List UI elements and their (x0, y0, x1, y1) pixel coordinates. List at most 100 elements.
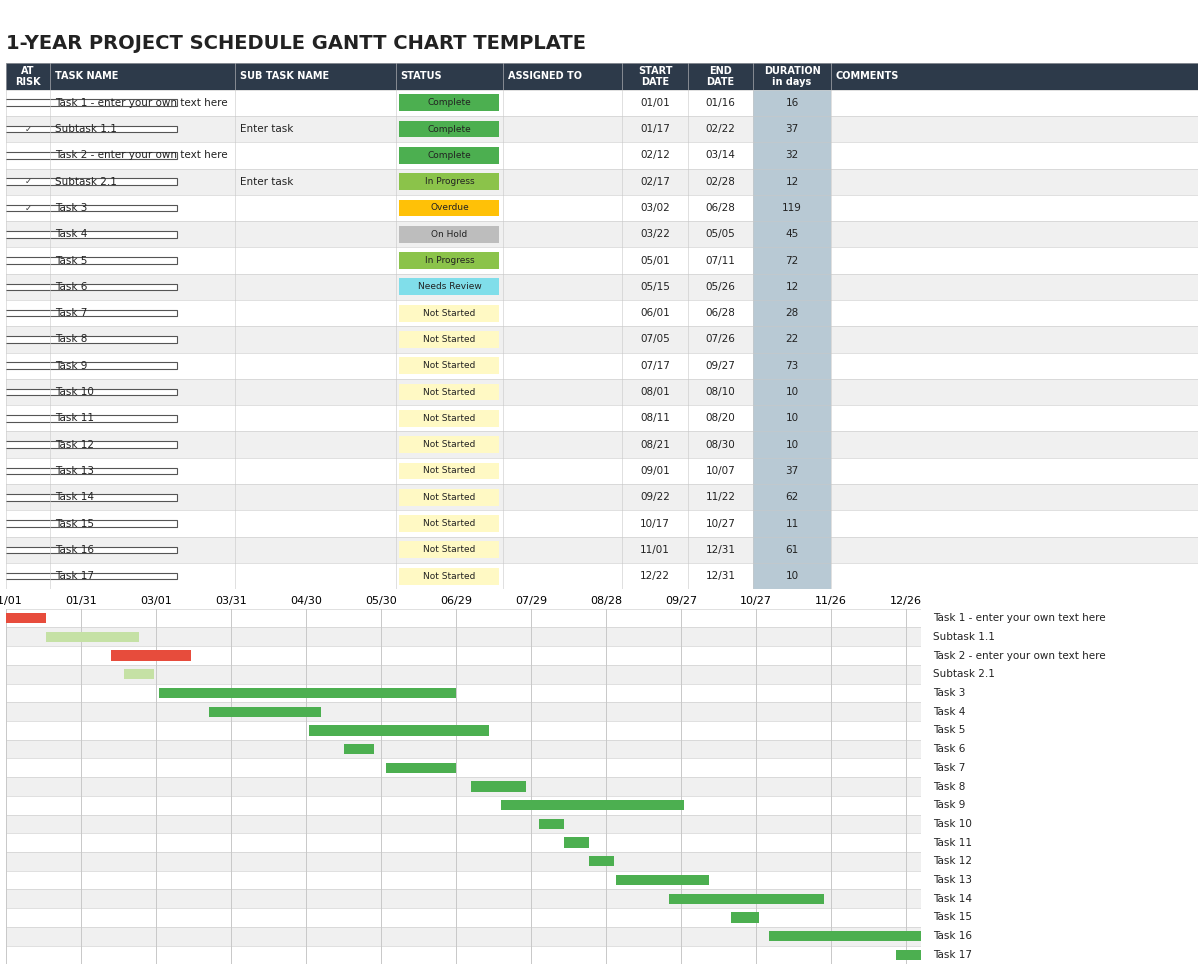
Text: Task 2 - enter your own text here: Task 2 - enter your own text here (55, 150, 228, 161)
Bar (400, 94, 500, 111)
Bar (754, 405, 831, 431)
Bar (0, 336, 177, 343)
Text: 09/01: 09/01 (641, 466, 669, 476)
Bar (754, 195, 831, 221)
Text: Task 4: Task 4 (933, 707, 964, 717)
Text: 12/31: 12/31 (706, 571, 736, 581)
Text: Task 6: Task 6 (933, 744, 964, 754)
Text: Task 7: Task 7 (55, 308, 87, 318)
Text: 02/22: 02/22 (706, 124, 736, 134)
Text: Task 2 - enter your own text here: Task 2 - enter your own text here (933, 651, 1105, 660)
Text: 07/05: 07/05 (641, 334, 669, 345)
Bar (0, 257, 177, 264)
Text: Not Started: Not Started (424, 519, 476, 528)
Bar (6, 247, 1198, 274)
Text: 10: 10 (785, 571, 798, 581)
Bar (6, 796, 921, 814)
Text: Task 7: Task 7 (933, 763, 964, 772)
Bar (400, 173, 500, 190)
Text: Task 17: Task 17 (933, 950, 972, 960)
Text: Task 3: Task 3 (55, 203, 87, 213)
Bar (0, 152, 177, 159)
Text: 08/30: 08/30 (706, 439, 736, 450)
Text: COMMENTS: COMMENTS (836, 71, 899, 82)
Text: Not Started: Not Started (424, 335, 476, 344)
Bar (208, 706, 321, 717)
Bar (6, 142, 1198, 169)
Bar (400, 147, 500, 164)
Bar (538, 819, 563, 829)
Bar (6, 274, 1198, 300)
Bar (400, 542, 500, 558)
Text: 01/01: 01/01 (641, 97, 669, 108)
Bar (400, 200, 500, 216)
Text: Task 13: Task 13 (933, 875, 972, 885)
Text: 16: 16 (785, 97, 798, 108)
Bar (563, 838, 589, 847)
Text: In Progress: In Progress (425, 256, 474, 265)
Text: Complete: Complete (427, 151, 471, 160)
Bar (400, 279, 500, 295)
Bar (754, 458, 831, 484)
Bar (6, 721, 921, 739)
Bar (6, 889, 921, 908)
Text: Task 14: Task 14 (933, 894, 972, 904)
Text: 05/26: 05/26 (706, 281, 736, 292)
Text: 119: 119 (783, 203, 802, 213)
Text: Complete: Complete (427, 98, 471, 107)
Text: Not Started: Not Started (424, 361, 476, 370)
Text: 10/17: 10/17 (641, 518, 669, 529)
Text: 07/17: 07/17 (641, 360, 669, 371)
Text: 05/05: 05/05 (706, 229, 736, 240)
Bar (6, 221, 1198, 247)
Text: Needs Review: Needs Review (418, 282, 482, 291)
Text: Task 5: Task 5 (55, 255, 87, 266)
Text: 02/17: 02/17 (641, 176, 669, 187)
Text: 02/12: 02/12 (641, 150, 669, 161)
Text: ASSIGNED TO: ASSIGNED TO (508, 71, 582, 82)
Bar (6, 431, 1198, 458)
Text: Not Started: Not Started (424, 572, 476, 581)
Text: 09/27: 09/27 (706, 360, 736, 371)
Bar (6, 609, 921, 627)
Text: 10: 10 (785, 439, 798, 450)
Bar (0, 573, 177, 580)
Text: ✓: ✓ (24, 125, 31, 133)
Bar (768, 931, 921, 941)
Bar (400, 463, 500, 479)
Text: Not Started: Not Started (424, 545, 476, 554)
Text: 08/11: 08/11 (641, 413, 669, 424)
Text: Task 10: Task 10 (933, 819, 972, 829)
Bar (6, 405, 1198, 431)
Text: 05/15: 05/15 (641, 281, 669, 292)
Text: 03/02: 03/02 (641, 203, 669, 213)
Text: Not Started: Not Started (424, 467, 476, 475)
Text: STATUS: STATUS (401, 71, 442, 82)
Text: Task 6: Task 6 (55, 281, 87, 292)
Bar (754, 169, 831, 195)
Bar (754, 247, 831, 274)
Bar (0, 546, 177, 553)
Text: 61: 61 (785, 544, 798, 555)
Bar (400, 331, 500, 348)
Bar (754, 90, 831, 116)
Text: Task 10: Task 10 (55, 387, 94, 397)
Bar (6, 169, 1198, 195)
Bar (6, 927, 921, 946)
Bar (400, 410, 500, 427)
Bar (400, 568, 500, 584)
Text: 08/20: 08/20 (706, 413, 736, 424)
Text: 37: 37 (785, 466, 798, 476)
Text: 08/21: 08/21 (641, 439, 669, 450)
Bar (471, 781, 526, 792)
Bar (754, 379, 831, 405)
Bar (6, 484, 1198, 510)
Bar (6, 458, 1198, 484)
Bar (0, 441, 177, 448)
Bar (0, 468, 177, 474)
Text: On Hold: On Hold (431, 230, 467, 239)
Bar (731, 913, 759, 922)
Text: 11/22: 11/22 (706, 492, 736, 503)
Text: 1-YEAR PROJECT SCHEDULE GANTT CHART TEMPLATE: 1-YEAR PROJECT SCHEDULE GANTT CHART TEMP… (6, 34, 586, 54)
Bar (0, 415, 177, 422)
